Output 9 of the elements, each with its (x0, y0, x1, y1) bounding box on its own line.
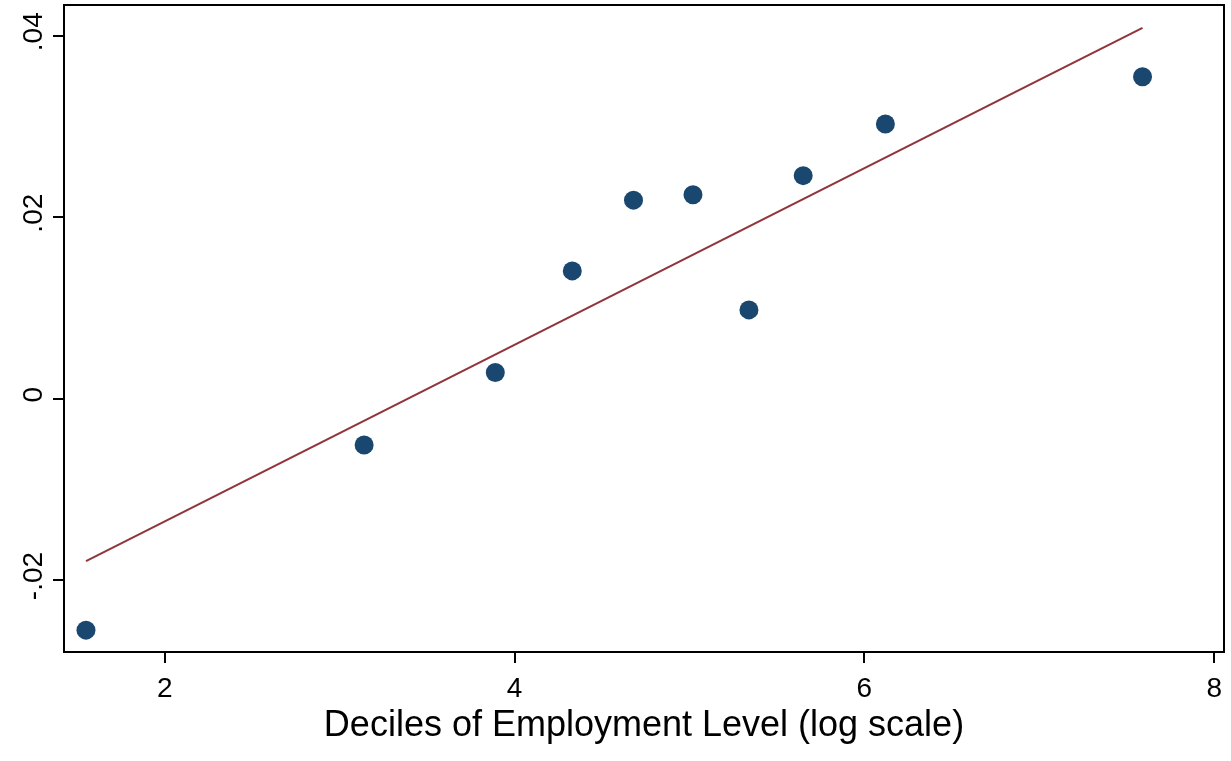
x-tick-label: 4 (506, 671, 523, 703)
y-tick-label: .02 (16, 193, 48, 233)
y-tick-label: 0 (16, 386, 48, 403)
x-axis-title: Deciles of Employment Level (log scale) (323, 702, 965, 744)
x-tick-label: 8 (1206, 671, 1223, 703)
x-tick-label: 2 (156, 671, 173, 703)
y-tick-label: -.02 (16, 551, 48, 601)
x-tick-label: 6 (856, 671, 873, 703)
y-tick-label: .04 (16, 12, 48, 52)
